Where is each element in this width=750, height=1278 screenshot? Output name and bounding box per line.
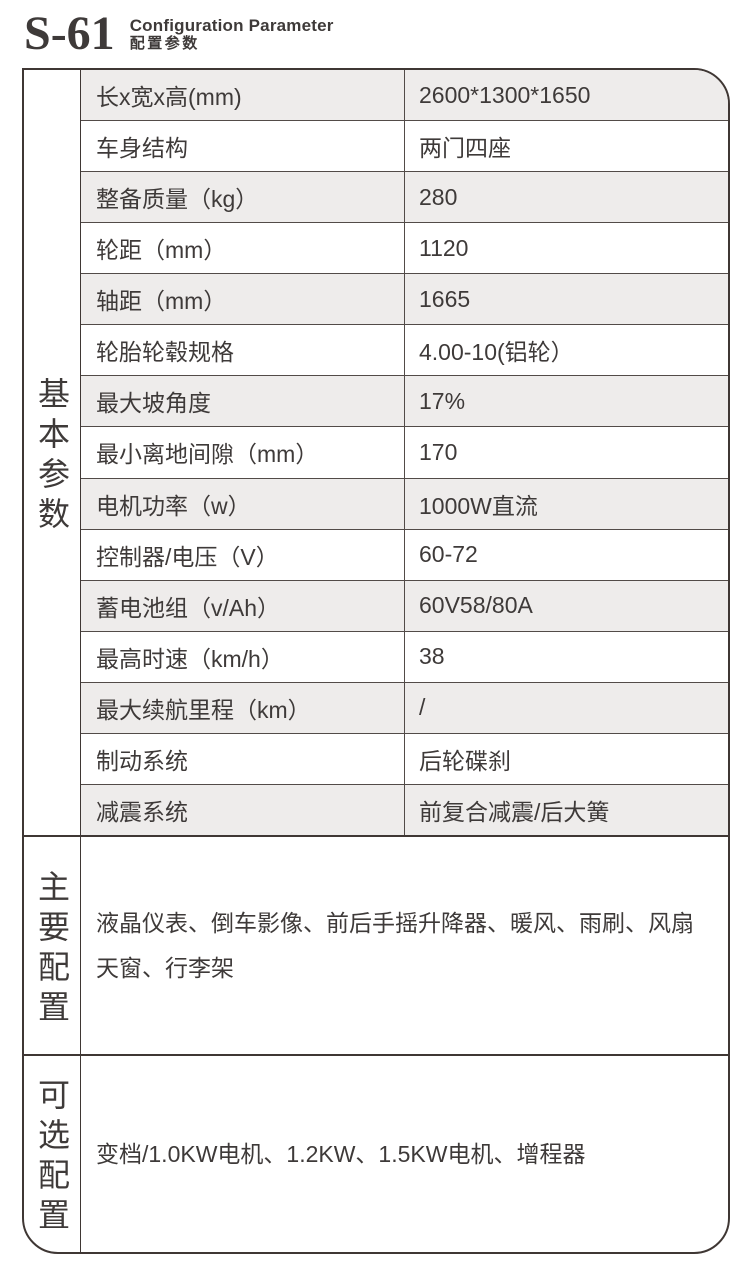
section-optional-configuration: 可选配置 变档/1.0KW电机、1.2KW、1.5KW电机、增程器 [24,1054,728,1252]
table-row: 轮胎轮毂规格 4.00-10(铝轮） [81,324,728,376]
section-title-optional-configuration: 可选配置 [24,1056,81,1252]
table-row: 车身结构 两门四座 [81,120,728,172]
row-value: 前复合减震/后大簧 [419,798,610,825]
row-value: 60V58/80A [419,592,533,619]
row-value: 后轮碟刹 [419,747,511,774]
optional-configuration-text: 变档/1.0KW电机、1.2KW、1.5KW电机、增程器 [96,1140,586,1167]
spec-table: 基本参数 长x宽x高(mm) 2600*1300*1650 车身结构 两门四座 … [22,68,730,1254]
row-value: 280 [419,183,458,210]
table-row: 制动系统 后轮碟刹 [81,732,728,784]
row-label: 轮距（mm） [81,223,405,274]
row-value: 2600*1300*1650 [419,81,591,108]
row-label: 轴距（mm） [81,274,405,325]
table-row: 轴距（mm） 1665 [81,273,728,325]
header-subtitle: Configuration Parameter 配置参数 [130,10,334,54]
row-label: 电机功率（w） [81,478,405,529]
section-basic-parameters: 基本参数 长x宽x高(mm) 2600*1300*1650 车身结构 两门四座 … [24,70,728,835]
table-row: 电机功率（w） 1000W直流 [81,477,728,529]
row-value: 4.00-10(铝轮） [419,339,574,366]
main-configuration-text: 液晶仪表、倒车影像、前后手摇升降器、暖风、雨刷、风扇天窗、行李架 [96,909,694,981]
row-value: 38 [419,643,445,670]
table-row: 最高时速（km/h） 38 [81,630,728,682]
section-title-basic-parameters: 基本参数 [24,70,81,835]
table-row: 长x宽x高(mm) 2600*1300*1650 [81,70,728,121]
row-label: 制动系统 [81,733,405,784]
row-value: 1120 [419,234,469,261]
table-row: 蓄电池组（v/Ah） 60V58/80A [81,579,728,631]
basic-parameter-rows: 长x宽x高(mm) 2600*1300*1650 车身结构 两门四座 整备质量（… [81,70,728,835]
row-label: 最大坡角度 [81,376,405,427]
row-label: 蓄电池组（v/Ah） [81,580,405,631]
row-value: 60-72 [419,541,478,568]
table-row: 最小离地间隙（mm） 170 [81,426,728,478]
section-title-main-configuration: 主要配置 [24,837,81,1054]
table-row: 整备质量（kg） 280 [81,171,728,223]
section-main-configuration: 主要配置 液晶仪表、倒车影像、前后手摇升降器、暖风、雨刷、风扇天窗、行李架 [24,835,728,1054]
model-name: S-61 [24,7,115,60]
subtitle-chinese: 配置参数 [129,34,200,52]
table-row: 最大坡角度 17% [81,375,728,427]
row-label: 控制器/电压（V） [81,529,405,580]
table-row: 控制器/电压（V） 60-72 [81,528,728,580]
row-label: 减震系统 [81,784,405,835]
subtitle-english: Configuration Parameter [129,16,334,35]
row-value: 1000W直流 [419,492,538,519]
row-label: 车身结构 [81,121,405,172]
row-label: 最大续航里程（km） [81,682,405,733]
row-value: 两门四座 [419,135,511,162]
row-label: 最小离地间隙（mm） [81,427,405,478]
row-label: 整备质量（kg） [81,172,405,223]
header: S-61 Configuration Parameter 配置参数 [24,10,334,58]
table-row: 轮距（mm） 1120 [81,222,728,274]
row-label: 最高时速（km/h） [81,631,405,682]
table-row: 最大续航里程（km） / [81,681,728,733]
row-label: 轮胎轮毂规格 [81,325,405,376]
row-value: 17% [419,387,466,414]
row-value: / [419,694,426,721]
row-label: 长x宽x高(mm) [81,70,405,121]
row-value: 1665 [419,285,471,312]
table-row: 减震系统 前复合减震/后大簧 [81,783,728,835]
row-value: 170 [419,438,458,465]
